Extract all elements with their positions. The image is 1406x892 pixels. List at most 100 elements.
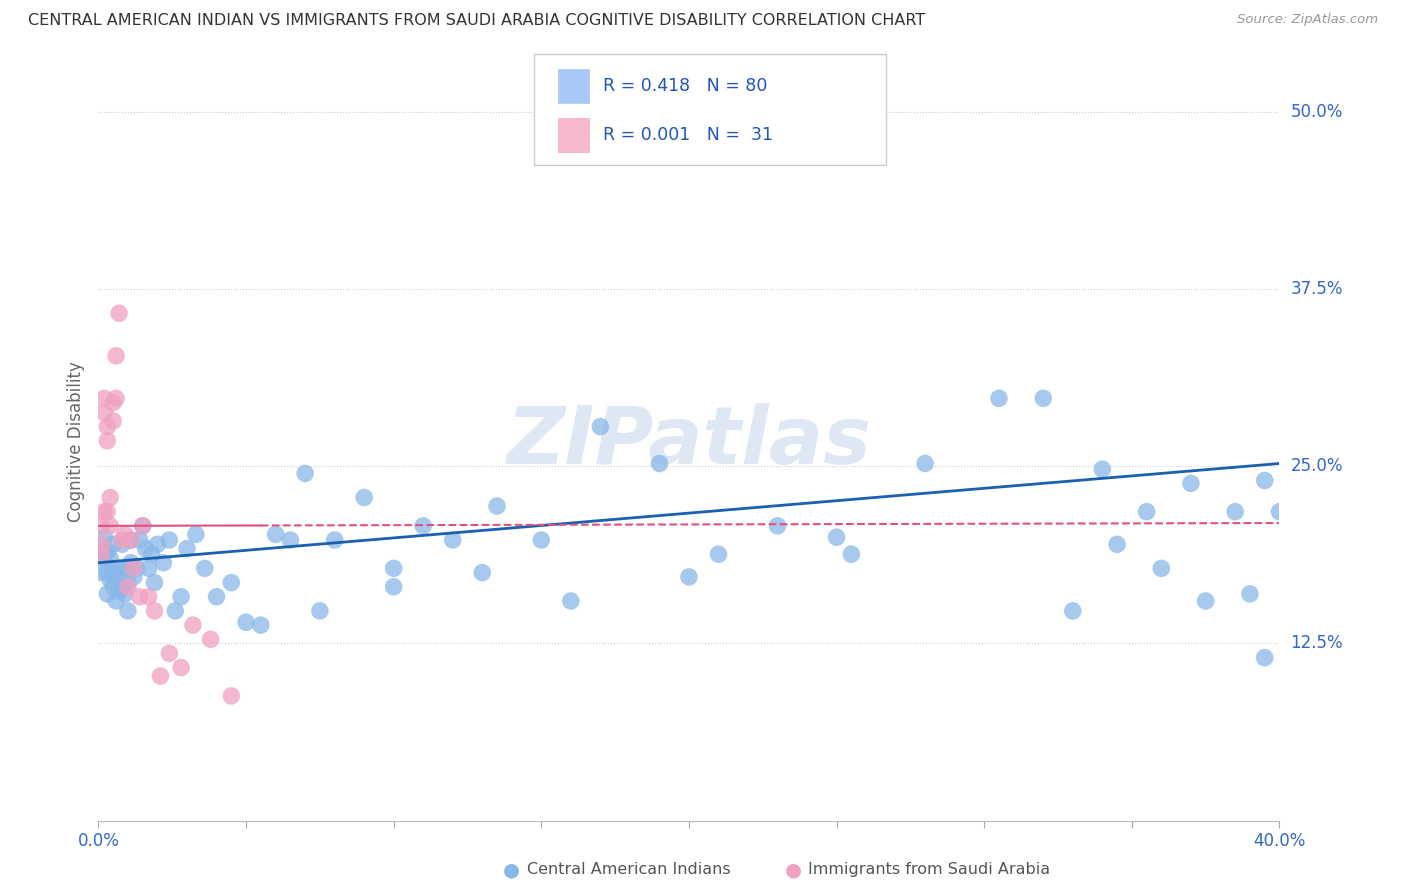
Point — [98, 491, 121, 505]
Point — [117, 604, 139, 618]
Point — [111, 580, 134, 594]
Text: Immigrants from Saudi Arabia: Immigrants from Saudi Arabia — [808, 863, 1050, 877]
Point — [93, 405, 115, 419]
Point — [103, 537, 125, 551]
Point — [914, 457, 936, 471]
Point — [221, 575, 243, 590]
Point — [766, 519, 789, 533]
Point — [90, 519, 112, 533]
Point — [108, 306, 131, 320]
Point — [323, 533, 346, 547]
Point — [152, 556, 174, 570]
Point — [560, 594, 582, 608]
Point — [90, 566, 112, 580]
Y-axis label: Cognitive Disability: Cognitive Disability — [66, 361, 84, 522]
Point — [157, 647, 180, 661]
Point — [157, 533, 180, 547]
Point — [90, 547, 112, 561]
Point — [105, 349, 128, 363]
Point — [1107, 537, 1129, 551]
Point — [176, 541, 198, 556]
Point — [141, 547, 163, 561]
Point — [93, 505, 115, 519]
Point — [96, 434, 118, 448]
Point — [184, 527, 207, 541]
Point — [138, 590, 160, 604]
Point — [135, 541, 157, 556]
Point — [707, 547, 730, 561]
Point — [841, 547, 863, 561]
Point — [205, 590, 228, 604]
Point — [122, 561, 145, 575]
Point — [117, 580, 139, 594]
Text: 25.0%: 25.0% — [1291, 458, 1343, 475]
Point — [93, 392, 115, 406]
Point — [1239, 587, 1261, 601]
Point — [988, 392, 1011, 406]
Point — [165, 604, 187, 618]
Text: ZIPatlas: ZIPatlas — [506, 402, 872, 481]
Point — [1091, 462, 1114, 476]
Point — [471, 566, 494, 580]
Point — [128, 590, 150, 604]
Point — [264, 527, 287, 541]
Point — [96, 544, 118, 558]
Text: ●: ● — [503, 860, 520, 880]
Text: 37.5%: 37.5% — [1291, 280, 1343, 298]
Point — [235, 615, 257, 630]
Point — [114, 527, 136, 541]
Point — [1032, 392, 1054, 406]
Point — [105, 570, 128, 584]
Text: R = 0.418   N = 80: R = 0.418 N = 80 — [603, 77, 768, 95]
Point — [111, 537, 134, 551]
Point — [382, 561, 405, 575]
Point — [1225, 505, 1247, 519]
Point — [530, 533, 553, 547]
Point — [103, 580, 125, 594]
Point — [122, 570, 145, 584]
Point — [648, 457, 671, 471]
Point — [120, 556, 142, 570]
Text: Central American Indians: Central American Indians — [527, 863, 731, 877]
Point — [589, 419, 612, 434]
Point — [309, 604, 332, 618]
Point — [93, 551, 115, 566]
Point — [143, 604, 166, 618]
Text: Source: ZipAtlas.com: Source: ZipAtlas.com — [1237, 13, 1378, 27]
Point — [146, 537, 169, 551]
Point — [98, 551, 121, 566]
Point — [120, 533, 142, 547]
Point — [1062, 604, 1084, 618]
Point — [90, 544, 112, 558]
Point — [353, 491, 375, 505]
Point — [280, 533, 302, 547]
Point — [382, 580, 405, 594]
Point — [825, 530, 848, 544]
Point — [96, 587, 118, 601]
Point — [250, 618, 273, 632]
Point — [143, 575, 166, 590]
Point — [103, 414, 125, 428]
Point — [1136, 505, 1159, 519]
Point — [105, 392, 128, 406]
Point — [103, 566, 125, 580]
Point — [114, 561, 136, 575]
Point — [194, 561, 217, 575]
Point — [103, 395, 125, 409]
Text: 50.0%: 50.0% — [1291, 103, 1343, 121]
Point — [1254, 650, 1277, 665]
Point — [1180, 476, 1202, 491]
Point — [441, 533, 464, 547]
Text: 12.5%: 12.5% — [1291, 634, 1343, 652]
Point — [128, 533, 150, 547]
Point — [98, 573, 121, 587]
Point — [114, 587, 136, 601]
Point — [132, 519, 155, 533]
Point — [111, 533, 134, 547]
Point — [132, 519, 155, 533]
Point — [221, 689, 243, 703]
Point — [105, 594, 128, 608]
Point — [678, 570, 700, 584]
Point — [125, 561, 148, 575]
Point — [170, 590, 193, 604]
